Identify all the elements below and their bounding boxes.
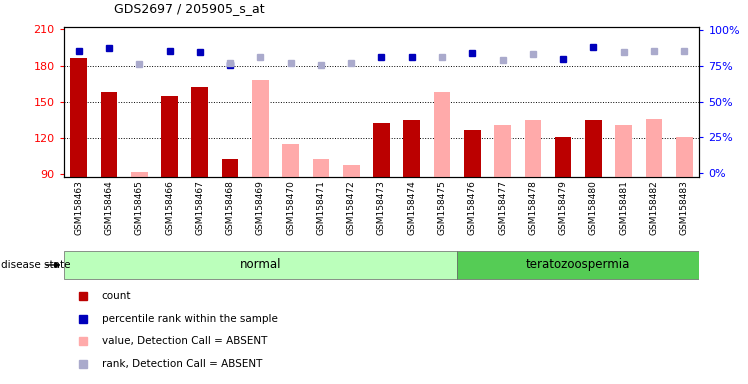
Text: rank, Detection Call = ABSENT: rank, Detection Call = ABSENT xyxy=(102,359,262,369)
Bar xyxy=(676,137,693,177)
Text: count: count xyxy=(102,291,131,301)
Text: GSM158467: GSM158467 xyxy=(195,180,204,235)
Text: GSM158465: GSM158465 xyxy=(135,180,144,235)
Text: GSM158470: GSM158470 xyxy=(286,180,295,235)
Text: GSM158479: GSM158479 xyxy=(559,180,568,235)
Text: GSM158472: GSM158472 xyxy=(347,180,356,235)
Bar xyxy=(313,159,329,177)
Text: GSM158471: GSM158471 xyxy=(316,180,325,235)
Text: GSM158482: GSM158482 xyxy=(649,180,658,235)
Text: GSM158477: GSM158477 xyxy=(498,180,507,235)
Text: GSM158466: GSM158466 xyxy=(165,180,174,235)
Text: GSM158473: GSM158473 xyxy=(377,180,386,235)
Bar xyxy=(282,144,299,177)
Text: disease state: disease state xyxy=(1,260,70,270)
Text: GSM158475: GSM158475 xyxy=(438,180,447,235)
Bar xyxy=(131,172,147,177)
Text: value, Detection Call = ABSENT: value, Detection Call = ABSENT xyxy=(102,336,267,346)
Text: GSM158476: GSM158476 xyxy=(468,180,476,235)
Bar xyxy=(555,137,571,177)
Text: teratozoospermia: teratozoospermia xyxy=(526,258,631,271)
Bar xyxy=(616,125,632,177)
Bar xyxy=(221,159,239,177)
Text: GSM158478: GSM158478 xyxy=(528,180,537,235)
Text: GSM158481: GSM158481 xyxy=(619,180,628,235)
Bar xyxy=(494,125,511,177)
Bar xyxy=(403,120,420,177)
Bar xyxy=(70,58,87,177)
Text: GDS2697 / 205905_s_at: GDS2697 / 205905_s_at xyxy=(114,2,265,15)
Bar xyxy=(64,251,457,279)
Bar xyxy=(434,92,450,177)
Bar xyxy=(585,120,601,177)
Text: GSM158469: GSM158469 xyxy=(256,180,265,235)
Bar xyxy=(373,124,390,177)
Bar xyxy=(646,119,662,177)
Text: percentile rank within the sample: percentile rank within the sample xyxy=(102,314,278,324)
Text: normal: normal xyxy=(239,258,281,271)
Bar xyxy=(457,251,699,279)
Text: GSM158474: GSM158474 xyxy=(407,180,416,235)
Text: GSM158468: GSM158468 xyxy=(226,180,235,235)
Bar xyxy=(464,129,481,177)
Bar xyxy=(524,120,542,177)
Bar xyxy=(101,92,117,177)
Bar xyxy=(343,165,360,177)
Bar xyxy=(162,96,178,177)
Bar xyxy=(252,80,269,177)
Text: GSM158464: GSM158464 xyxy=(105,180,114,235)
Text: GSM158463: GSM158463 xyxy=(74,180,83,235)
Text: GSM158483: GSM158483 xyxy=(680,180,689,235)
Text: GSM158480: GSM158480 xyxy=(589,180,598,235)
Bar xyxy=(191,87,208,177)
